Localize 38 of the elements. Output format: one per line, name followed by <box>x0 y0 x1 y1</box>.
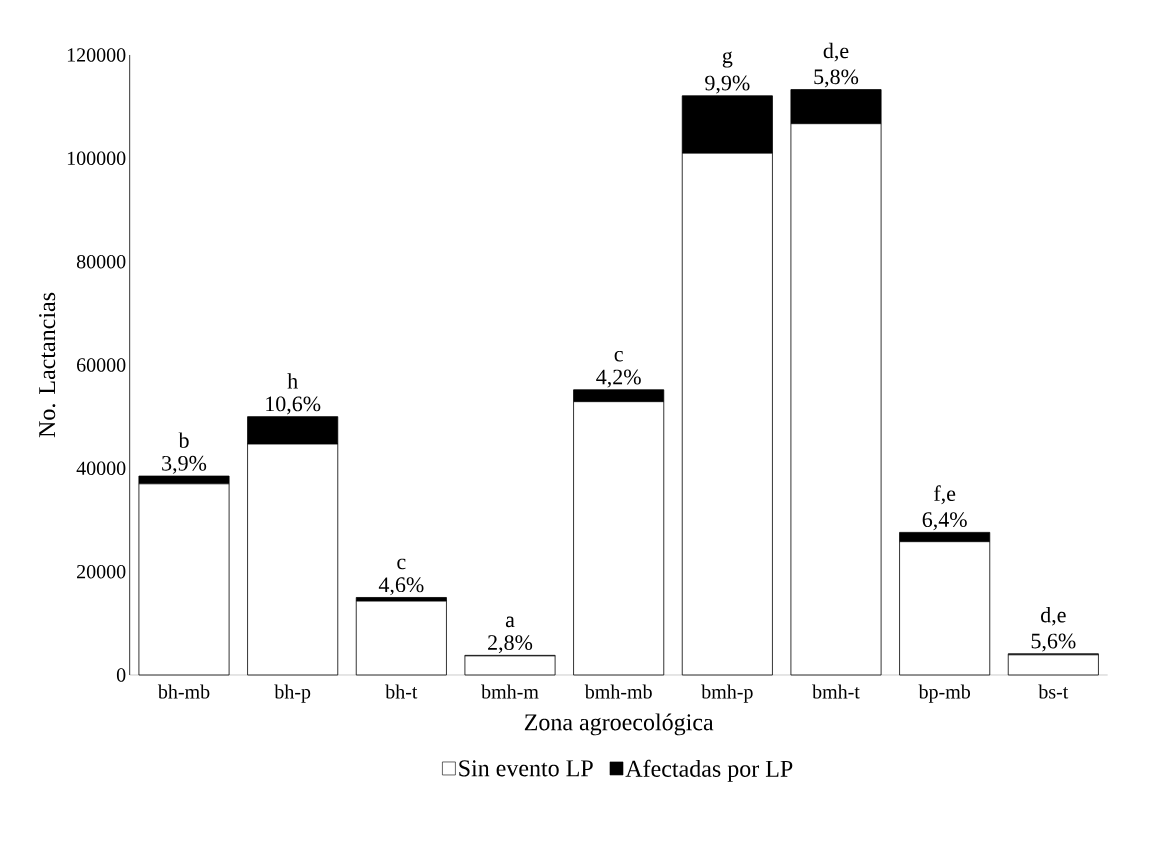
annotation: g <box>722 51 733 68</box>
legend-label: Afectadas por LP <box>625 759 793 782</box>
annotation: 10,6% <box>266 396 321 415</box>
x-tick-label: bh-t <box>385 684 418 699</box>
y-tick-label: 60000 <box>77 358 126 372</box>
annotation: b <box>178 432 189 448</box>
annotation: 4,6% <box>378 577 424 596</box>
y-tick-label: 20000 <box>77 564 126 579</box>
annotation: c <box>397 558 406 570</box>
y-tick-label: 80000 <box>76 254 126 269</box>
x-tick-label: bp-mb <box>918 684 971 703</box>
x-tick-label: bmh-mb <box>584 684 652 699</box>
annotation: f,e <box>934 485 956 505</box>
y-tick-label: 0 <box>116 668 126 682</box>
annotation: h <box>287 373 298 389</box>
annotation: 2,8% <box>488 635 533 654</box>
x-axis-title: Zona agroecológica <box>524 713 714 736</box>
y-axis-title: No. Lactancias <box>39 292 56 438</box>
annotation: 9,9% <box>705 75 750 94</box>
y-tick-label: 100000 <box>67 151 126 166</box>
x-tick-label: bh-mb <box>157 684 210 699</box>
annotation: c <box>614 351 623 362</box>
annotation: 5,6% <box>1031 633 1076 652</box>
x-tick-label: bh-p <box>274 684 311 703</box>
x-tick-label: bmh-p <box>701 684 753 703</box>
annotation: d,e <box>823 42 849 62</box>
annotation: 4,2% <box>596 369 641 388</box>
x-tick-label: bs-t <box>1038 684 1069 699</box>
y-tick-label: 40000 <box>76 461 126 476</box>
annotation: a <box>505 616 515 628</box>
legend-label: Sin evento LP <box>459 760 593 777</box>
x-tick-label: bmh-t <box>812 684 860 699</box>
annotation: 5,8% <box>814 69 859 88</box>
annotation: 6,4% <box>922 512 967 531</box>
annotation: d,e <box>1041 606 1066 626</box>
x-tick-label: bmh-m <box>481 684 539 699</box>
annotation: 3,9% <box>162 455 207 474</box>
y-tick-label: 120000 <box>67 48 126 62</box>
